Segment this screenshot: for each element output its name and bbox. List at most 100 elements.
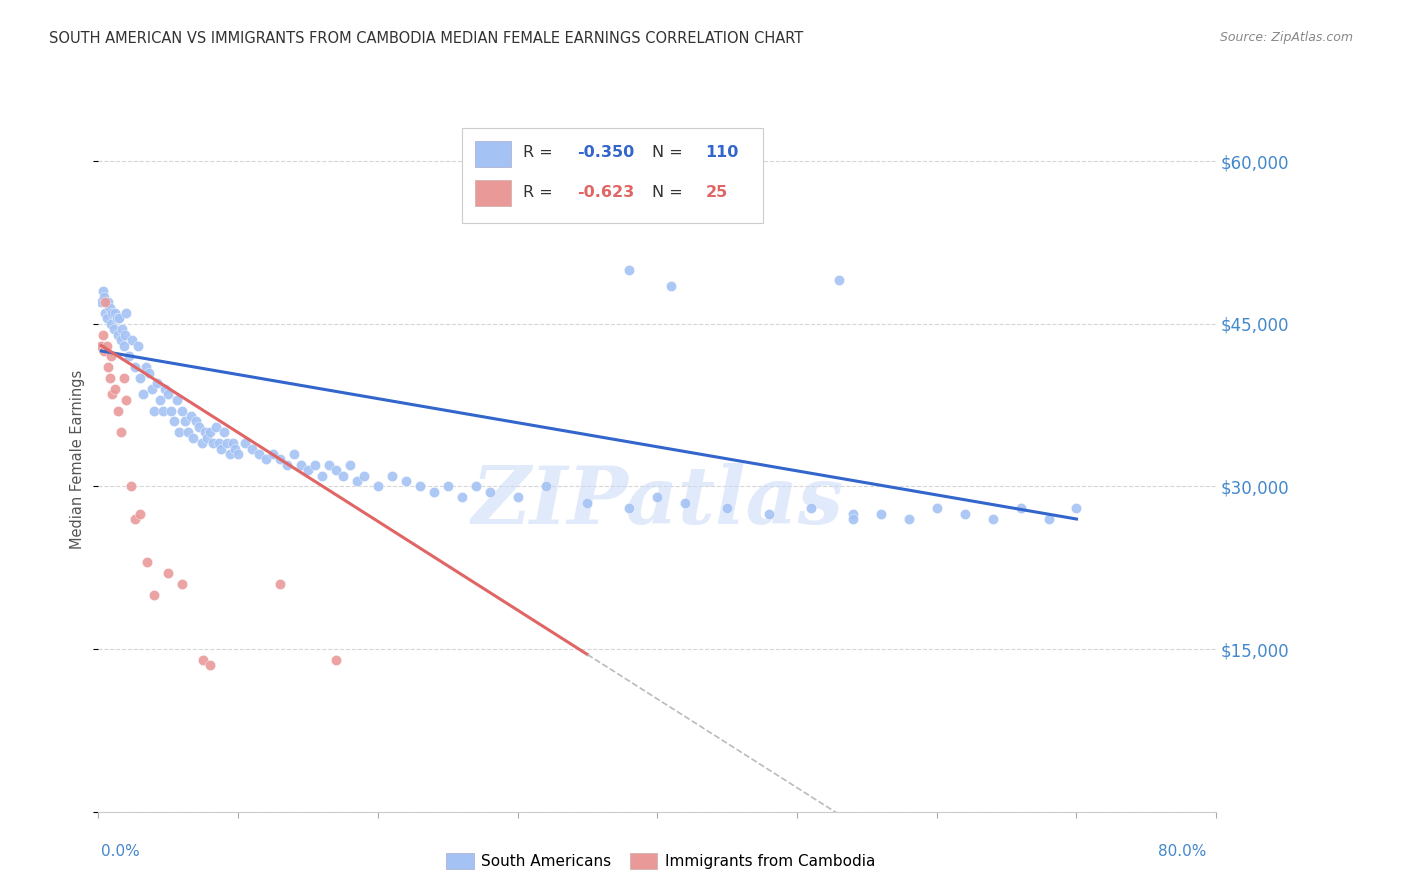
Point	[262, 447, 284, 461]
Point	[160, 403, 183, 417]
Point	[283, 447, 305, 461]
Text: R =: R =	[523, 185, 558, 200]
Point	[166, 392, 188, 407]
Point	[215, 436, 238, 450]
Text: -0.623: -0.623	[576, 185, 634, 200]
Text: 80.0%: 80.0%	[1159, 845, 1206, 859]
Point	[180, 409, 202, 423]
Point	[174, 414, 197, 428]
Point	[112, 371, 135, 385]
Point	[141, 382, 163, 396]
Point	[110, 425, 132, 440]
Point	[367, 479, 389, 493]
Point	[200, 658, 222, 673]
Point	[318, 458, 340, 472]
Point	[103, 322, 125, 336]
Point	[619, 262, 641, 277]
Text: R =: R =	[523, 145, 558, 161]
Point	[93, 290, 115, 304]
Point	[104, 306, 127, 320]
Point	[925, 501, 948, 516]
Point	[104, 382, 127, 396]
Point	[91, 327, 114, 342]
Point	[101, 306, 124, 320]
Point	[101, 387, 124, 401]
Point	[221, 436, 243, 450]
Point	[169, 425, 191, 440]
Point	[224, 442, 246, 456]
Point	[111, 322, 134, 336]
Point	[576, 496, 599, 510]
Point	[353, 468, 375, 483]
Point	[619, 501, 641, 516]
Point	[506, 491, 529, 505]
Point	[339, 458, 361, 472]
Point	[107, 327, 129, 342]
Point	[247, 447, 270, 461]
Point	[870, 507, 893, 521]
Text: N =: N =	[652, 185, 688, 200]
Point	[409, 479, 432, 493]
Point	[297, 463, 319, 477]
Point	[897, 512, 920, 526]
Point	[534, 479, 557, 493]
Point	[98, 371, 121, 385]
Point	[212, 425, 235, 440]
Point	[290, 458, 312, 472]
Point	[135, 360, 157, 375]
Point	[647, 491, 669, 505]
Point	[800, 501, 823, 516]
Point	[276, 458, 298, 472]
Text: N =: N =	[652, 145, 688, 161]
Point	[716, 501, 738, 516]
Point	[193, 653, 215, 667]
Point	[842, 507, 865, 521]
FancyBboxPatch shape	[475, 180, 510, 206]
Point	[200, 425, 222, 440]
Point	[172, 577, 194, 591]
FancyBboxPatch shape	[475, 141, 510, 167]
Point	[93, 343, 115, 358]
Point	[90, 338, 112, 352]
Point	[194, 425, 217, 440]
Text: 25: 25	[706, 185, 728, 200]
Point	[121, 333, 143, 347]
Point	[163, 414, 186, 428]
Point	[90, 295, 112, 310]
Point	[1038, 512, 1060, 526]
Point	[155, 382, 177, 396]
Point	[191, 436, 214, 450]
Point	[1066, 501, 1088, 516]
Point	[201, 436, 224, 450]
Point	[97, 295, 120, 310]
Point	[186, 414, 208, 428]
Point	[108, 311, 131, 326]
Point	[124, 512, 146, 526]
Point	[226, 447, 249, 461]
Point	[436, 479, 458, 493]
Point	[143, 588, 166, 602]
Point	[325, 653, 347, 667]
Point	[233, 436, 256, 450]
Point	[197, 431, 219, 445]
Point	[254, 452, 277, 467]
Point	[209, 442, 232, 456]
Point	[152, 403, 174, 417]
Point	[91, 285, 114, 299]
Text: ZIPatlas: ZIPatlas	[471, 463, 844, 541]
Point	[96, 338, 118, 352]
Text: SOUTH AMERICAN VS IMMIGRANTS FROM CAMBODIA MEDIAN FEMALE EARNINGS CORRELATION CH: SOUTH AMERICAN VS IMMIGRANTS FROM CAMBOD…	[49, 31, 803, 46]
Point	[332, 468, 354, 483]
Point	[112, 338, 135, 352]
Point	[183, 431, 205, 445]
Point	[97, 360, 120, 375]
Point	[124, 360, 146, 375]
Point	[100, 317, 122, 331]
Point	[96, 311, 118, 326]
Point	[132, 387, 155, 401]
Point	[204, 420, 226, 434]
Point	[110, 333, 132, 347]
Point	[269, 452, 291, 467]
Point	[146, 376, 169, 391]
Point	[94, 295, 117, 310]
